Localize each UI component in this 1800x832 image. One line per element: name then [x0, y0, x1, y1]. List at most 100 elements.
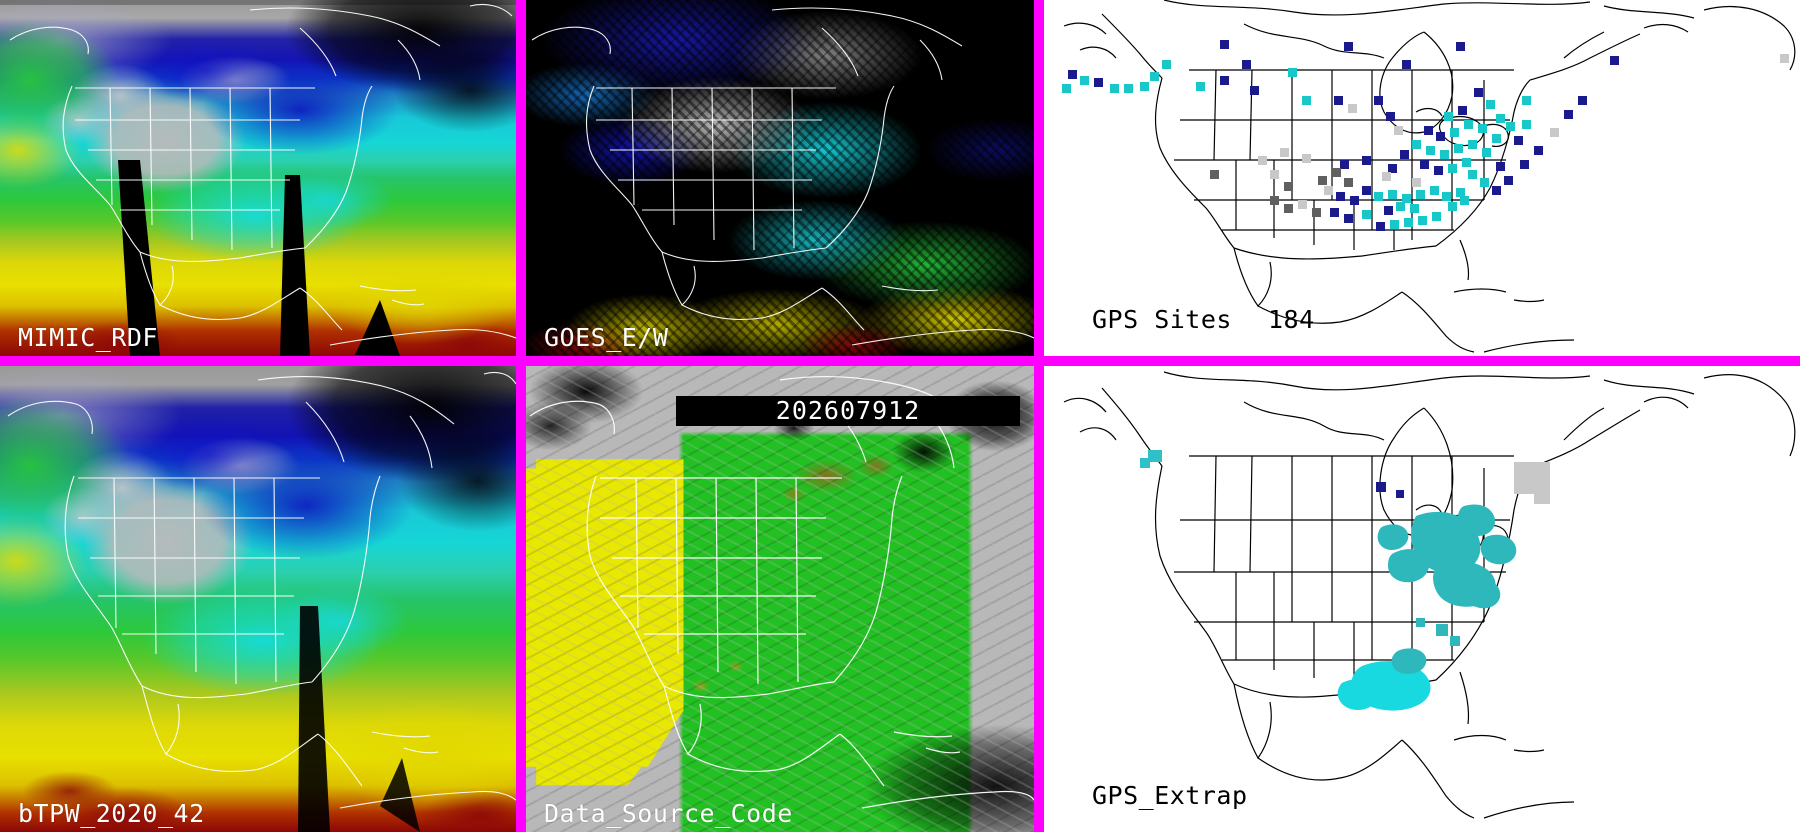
gps-site-marker	[1336, 192, 1345, 201]
extrapolation-regions	[1140, 450, 1550, 711]
separator-vertical-right	[1034, 0, 1044, 832]
gps-site-marker	[1482, 148, 1491, 157]
gps-site-marker	[1412, 140, 1421, 149]
gps-site-marker	[1394, 126, 1403, 135]
gps-site-marker	[1388, 164, 1397, 173]
gps-site-marker	[1436, 132, 1445, 141]
gps-site-marker	[1162, 60, 1171, 69]
gps-sites-label-text: GPS Sites	[1092, 305, 1232, 334]
gps-site-marker	[1384, 206, 1393, 215]
map-outline-overlay	[531, 7, 1034, 346]
gps-site-marker	[1520, 160, 1529, 169]
gps-site-marker	[1514, 136, 1523, 145]
gps-site-marker	[1780, 54, 1789, 63]
gps-site-marker	[1332, 168, 1341, 177]
gps-site-marker	[1448, 202, 1457, 211]
gps-site-marker	[1080, 76, 1089, 85]
gps-site-marker	[1434, 166, 1443, 175]
gps-site-marker	[1348, 104, 1357, 113]
gps-site-marker	[1318, 176, 1327, 185]
gps-site-marker	[1350, 196, 1359, 205]
gps-site-marker	[1210, 170, 1219, 179]
gps-site-marker	[1344, 178, 1353, 187]
gps-sites-count: 184	[1267, 305, 1315, 334]
gps-site-marker	[1284, 204, 1293, 213]
gps-site-marker	[1418, 216, 1427, 225]
gps-site-marker	[1468, 140, 1477, 149]
btpw-raster	[0, 366, 516, 832]
gps-site-marker	[1458, 106, 1467, 115]
gps-site-marker	[1486, 100, 1495, 109]
gps-site-marker	[1388, 190, 1397, 199]
gps-site-marker	[1330, 208, 1339, 217]
gps-site-marker	[1430, 186, 1439, 195]
gps-site-marker	[1402, 60, 1411, 69]
gps-site-marker	[1550, 128, 1559, 137]
gps-site-marker	[1312, 208, 1321, 217]
gps-site-marker	[1448, 164, 1457, 173]
panel-label-gps-sites: GPS Sites 184	[1092, 307, 1315, 332]
gps-site-marker	[1424, 126, 1433, 135]
north-america-outline	[1063, 0, 1796, 353]
panel-data-source-code[interactable]: Data_Source_Code	[526, 366, 1034, 832]
gps-site-marker	[1302, 96, 1311, 105]
gps-site-marker	[1412, 178, 1421, 187]
gps-site-marker	[1324, 186, 1333, 195]
gps-site-marker	[1068, 70, 1077, 79]
gps-site-marker	[1250, 86, 1259, 95]
gps-site-marker	[1220, 40, 1229, 49]
panel-goes-ew[interactable]: GOES_E/W	[526, 0, 1034, 356]
gps-site-marker	[1374, 192, 1383, 201]
gps-site-marker	[1480, 178, 1489, 187]
panel-gps-extrap[interactable]: GPS_Extrap	[1044, 366, 1800, 832]
panel-label-btpw: bTPW_2020_42	[18, 799, 205, 828]
panel-label-gps-extrap: GPS_Extrap	[1092, 781, 1248, 810]
panel-btpw-2020-42[interactable]: bTPW_2020_42	[0, 366, 516, 832]
gps-site-marker	[1062, 84, 1071, 93]
gps-site-marker	[1344, 214, 1353, 223]
gps-site-marker	[1302, 154, 1311, 163]
panel-gps-sites[interactable]: GPS Sites 184	[1044, 0, 1800, 356]
panel-mimic-rdf[interactable]: MIMIC_RDF	[0, 0, 516, 356]
gps-site-marker	[1334, 96, 1343, 105]
gps-site-marker	[1420, 160, 1429, 169]
gps-site-marker	[1110, 84, 1119, 93]
gps-site-marker	[1454, 144, 1463, 153]
gps-site-marker	[1478, 124, 1487, 133]
gps-site-marker	[1298, 200, 1307, 209]
gps-site-marker	[1410, 204, 1419, 213]
gps-site-marker	[1492, 134, 1501, 143]
scan-gap-overlay	[0, 0, 516, 356]
gps-site-marker	[1258, 156, 1267, 165]
gps-site-marker	[1140, 82, 1149, 91]
gps-site-marker	[1362, 210, 1371, 219]
gps-site-marker	[1382, 172, 1391, 181]
gps-site-marker	[1376, 222, 1385, 231]
gps-site-marker	[1444, 112, 1453, 121]
gps-site-marker	[1522, 96, 1531, 105]
gps-site-marker	[1456, 188, 1465, 197]
gps-site-marker	[1462, 158, 1471, 167]
gps-site-marker	[1440, 150, 1449, 159]
gps-site-marker	[1464, 120, 1473, 129]
gps-site-marker	[1270, 170, 1279, 179]
gps-site-marker	[1270, 196, 1279, 205]
gps-site-marker	[1288, 68, 1297, 77]
gps-site-marker	[1492, 186, 1501, 195]
gps-site-marker	[1284, 182, 1293, 191]
gps-site-marker	[1442, 192, 1451, 201]
goes-ew-raster	[526, 0, 1034, 356]
gps-site-marker	[1396, 202, 1405, 211]
gps-extrap-map: GPS_Extrap	[1044, 366, 1800, 832]
gps-site-marker	[1578, 96, 1587, 105]
gps-site-marker	[1404, 218, 1413, 227]
gps-site-marker	[1450, 128, 1459, 137]
gps-site-marker	[1496, 162, 1505, 171]
gps-site-marker	[1402, 194, 1411, 203]
gps-site-marker	[1522, 120, 1531, 129]
gps-site-marker	[1150, 72, 1159, 81]
gps-site-marker	[1124, 84, 1133, 93]
panel-label-data-source-code: Data_Source_Code	[544, 799, 793, 828]
gps-site-marker	[1400, 150, 1409, 159]
